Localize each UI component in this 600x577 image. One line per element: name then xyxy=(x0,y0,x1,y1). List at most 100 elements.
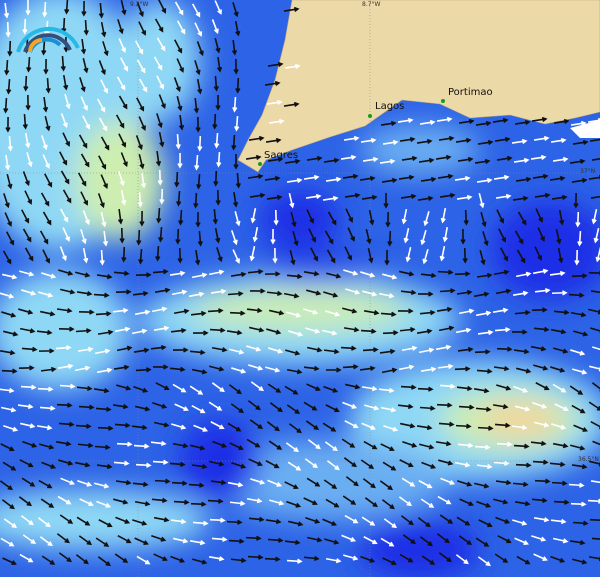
current-arrow xyxy=(571,179,587,183)
current-arrow xyxy=(441,207,447,223)
current-arrow xyxy=(573,330,587,336)
current-arrow-head xyxy=(121,9,127,16)
current-arrow xyxy=(341,438,355,448)
current-arrow-head xyxy=(6,89,12,95)
current-arrow xyxy=(60,208,68,222)
current-arrow-head xyxy=(42,144,48,151)
current-arrow-head xyxy=(446,116,453,123)
current-arrow xyxy=(62,227,70,241)
current-arrow xyxy=(457,348,473,352)
lat-label-bottom: 36.5°N xyxy=(578,456,599,463)
current-arrow xyxy=(229,501,245,505)
current-arrow xyxy=(362,348,378,352)
current-arrow xyxy=(438,552,452,562)
current-arrow-head xyxy=(387,241,393,247)
current-arrow-head xyxy=(218,498,224,504)
current-arrow xyxy=(208,270,224,276)
current-arrow xyxy=(423,249,429,263)
current-arrow xyxy=(534,194,550,198)
current-arrow xyxy=(512,482,528,486)
current-arrow-head xyxy=(583,520,589,526)
current-arrow xyxy=(5,59,9,75)
current-arrow xyxy=(496,157,512,161)
current-arrow-head xyxy=(233,69,239,75)
current-arrow xyxy=(60,477,74,485)
current-arrow xyxy=(325,404,339,412)
current-arrow-head xyxy=(83,30,89,36)
current-arrow xyxy=(78,535,92,545)
current-arrow-head xyxy=(524,119,531,126)
current-arrow xyxy=(480,212,486,226)
current-arrow xyxy=(478,193,484,207)
current-arrow xyxy=(454,461,470,467)
current-arrow xyxy=(516,555,530,565)
current-arrow-head xyxy=(235,182,241,189)
current-arrow xyxy=(284,65,300,69)
current-arrow-head xyxy=(9,446,15,452)
current-arrow-head xyxy=(193,107,200,114)
current-arrow-head xyxy=(292,389,299,395)
current-arrow-head xyxy=(103,541,110,547)
current-arrow xyxy=(41,461,55,469)
current-arrow-head xyxy=(410,193,417,200)
current-arrow xyxy=(21,289,35,295)
current-arrow-head xyxy=(559,175,566,182)
place-label-sagres[interactable]: Sagres xyxy=(264,150,299,161)
current-arrow xyxy=(359,177,375,181)
current-arrow xyxy=(537,227,545,241)
current-arrow xyxy=(284,540,300,544)
current-arrow xyxy=(192,521,208,525)
current-arrow-head xyxy=(125,422,131,428)
current-arrow-head xyxy=(50,464,57,469)
current-arrow xyxy=(363,440,377,450)
current-arrow xyxy=(361,516,375,526)
current-arrow-head xyxy=(521,424,528,431)
current-arrow-head xyxy=(119,238,125,244)
current-arrow xyxy=(551,481,567,485)
place-label-lagos[interactable]: Lagos xyxy=(375,101,405,112)
current-arrow-head xyxy=(408,520,414,526)
current-arrow-head xyxy=(136,240,142,246)
current-arrow-head xyxy=(449,192,456,199)
current-arrow xyxy=(512,519,526,525)
current-arrow xyxy=(364,404,378,410)
current-arrow-head xyxy=(141,125,146,131)
current-arrow xyxy=(247,555,263,559)
current-arrow-head xyxy=(199,349,206,355)
current-arrow-head xyxy=(121,47,126,53)
current-arrow xyxy=(495,480,511,484)
place-label-portimao[interactable]: Portimao xyxy=(448,87,493,98)
current-arrow-head xyxy=(314,481,321,487)
current-arrow-head xyxy=(372,539,378,545)
current-arrow-head xyxy=(591,218,597,225)
current-arrow-head xyxy=(427,195,434,202)
current-arrow xyxy=(2,557,16,565)
current-arrow xyxy=(289,250,295,264)
current-arrow-head xyxy=(7,51,13,57)
current-arrow-head xyxy=(137,144,143,151)
current-arrow xyxy=(532,175,548,179)
current-arrow-head xyxy=(505,479,512,486)
current-arrow-head xyxy=(103,50,109,57)
current-arrow-head xyxy=(179,67,184,73)
current-arrow-head xyxy=(100,69,106,76)
current-arrow-head xyxy=(352,270,359,276)
current-arrow-head xyxy=(409,136,416,143)
current-arrow xyxy=(360,271,374,277)
current-arrow-head xyxy=(249,255,255,262)
current-arrow-head xyxy=(499,218,505,224)
current-arrow-head xyxy=(142,481,149,487)
current-arrow xyxy=(176,20,186,34)
current-arrow-head xyxy=(63,84,69,91)
current-arrow-head xyxy=(66,345,72,351)
current-arrow xyxy=(154,18,164,32)
lon-label-right: 8.7°W xyxy=(362,1,381,8)
current-arrow-head xyxy=(9,541,15,547)
current-arrow xyxy=(232,134,236,150)
current-arrow xyxy=(473,292,489,298)
current-arrow xyxy=(305,195,321,199)
current-arrow xyxy=(324,230,334,244)
current-arrow-head xyxy=(290,259,296,266)
current-arrow-head xyxy=(162,269,169,275)
